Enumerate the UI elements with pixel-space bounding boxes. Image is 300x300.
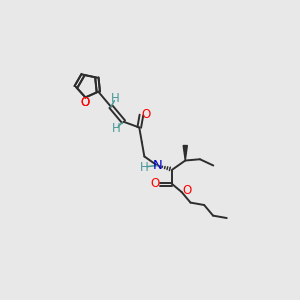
Polygon shape: [183, 146, 187, 160]
Text: O: O: [182, 184, 191, 197]
Text: O: O: [81, 96, 90, 109]
Text: O: O: [141, 108, 150, 121]
Text: H: H: [140, 160, 148, 174]
Text: N: N: [152, 159, 162, 172]
Text: O: O: [150, 177, 160, 190]
Text: H: H: [112, 122, 120, 135]
Text: H: H: [111, 92, 120, 105]
Text: O: O: [81, 97, 90, 110]
